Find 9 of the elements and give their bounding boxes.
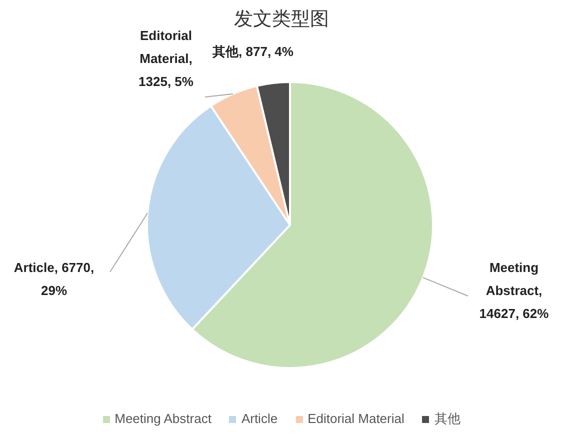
data-label: Meeting Abstract, 14627, 62% [478, 259, 550, 323]
legend-label: Article [240, 411, 278, 426]
legend-label: 其他 [433, 411, 460, 426]
data-label: Article, 6770, 29% [12, 259, 96, 300]
legend-label: Meeting Abstract [114, 411, 212, 426]
chart-title: 发文类型图 [234, 9, 329, 30]
data-label: 其他, 877, 4% [212, 43, 294, 61]
legend-label: Editorial Material [306, 411, 404, 426]
data-label: Editorial Material, 1325, 5% [138, 27, 194, 91]
